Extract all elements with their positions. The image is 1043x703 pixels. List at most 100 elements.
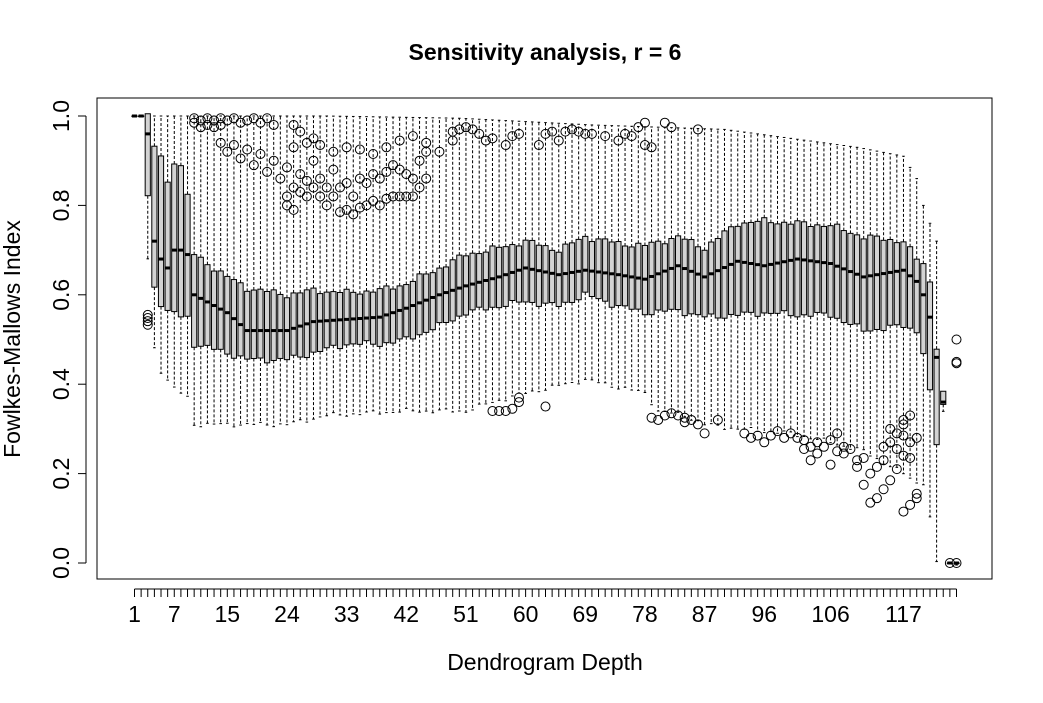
outlier-point — [666, 408, 677, 419]
outlier-point — [142, 313, 153, 324]
outlier-point — [388, 191, 399, 202]
box-46 — [429, 117, 436, 414]
box-body — [363, 290, 370, 342]
outlier-point — [255, 148, 266, 159]
box-body — [787, 223, 794, 317]
box-115 — [887, 153, 894, 468]
box-body — [853, 234, 861, 325]
box-body — [688, 239, 695, 315]
outliers-group — [142, 113, 962, 568]
box-91 — [728, 129, 735, 429]
box-112 — [867, 149, 874, 457]
outlier-point — [858, 452, 869, 463]
outlier-point — [434, 146, 445, 157]
outlier-point — [142, 319, 153, 330]
box-body — [887, 238, 894, 326]
box-42 — [403, 116, 410, 409]
box-body — [734, 225, 741, 316]
outlier-point — [308, 133, 319, 144]
box-88 — [708, 128, 715, 425]
outlier-point — [494, 406, 505, 417]
box-28 — [310, 115, 317, 420]
outlier-point — [613, 135, 624, 146]
outlier-point — [328, 164, 339, 175]
outlier-point — [268, 119, 279, 130]
box-body — [330, 291, 337, 346]
box-30 — [323, 115, 330, 417]
box-body — [741, 222, 748, 313]
box-75 — [621, 125, 629, 388]
outlier-point — [891, 464, 902, 475]
outlier-point — [553, 135, 564, 146]
box-102 — [800, 139, 808, 438]
outlier-point — [513, 392, 524, 403]
outlier-point — [295, 169, 306, 180]
box-51 — [462, 118, 470, 413]
box-body — [476, 253, 483, 308]
box-body — [873, 235, 881, 330]
outlier-point — [547, 126, 558, 137]
outlier-point — [235, 117, 246, 128]
outlier-point — [500, 406, 511, 417]
outlier-point — [507, 403, 518, 414]
outlier-point — [679, 417, 690, 428]
x-tick-label: 106 — [811, 601, 849, 627]
outlier-point — [361, 178, 372, 189]
box-98 — [774, 136, 781, 434]
y-tick-label: 0.8 — [48, 189, 74, 221]
outlier-point — [852, 455, 863, 466]
box-32 — [336, 115, 344, 416]
box-body — [661, 243, 668, 312]
box-84 — [681, 127, 688, 418]
outlier-point — [692, 419, 703, 430]
outlier-point — [202, 113, 213, 124]
box-61 — [529, 121, 536, 392]
outlier-point — [898, 506, 909, 517]
x-tick-label: 69 — [572, 601, 598, 627]
outlier-point — [487, 133, 498, 144]
box-body — [582, 235, 589, 293]
box-24 — [283, 115, 291, 426]
outlier-point — [891, 444, 902, 455]
x-tick-label: 15 — [215, 601, 241, 627]
outlier-point — [905, 410, 916, 421]
outlier-point — [348, 191, 359, 202]
box-body — [197, 256, 204, 347]
box-74 — [615, 125, 622, 390]
box-69 — [582, 124, 589, 380]
box-122 — [933, 240, 940, 563]
box-29 — [317, 115, 324, 418]
outlier-point — [825, 435, 836, 446]
box-70 — [588, 124, 595, 381]
x-tick-label: 96 — [751, 601, 777, 627]
box-body — [880, 239, 887, 332]
outlier-point — [222, 146, 233, 157]
outlier-point — [262, 113, 273, 124]
box-118 — [907, 166, 914, 479]
box-body — [648, 241, 655, 316]
box-body — [575, 238, 582, 301]
outlier-point — [533, 140, 544, 151]
outlier-point — [228, 140, 239, 151]
box-body — [588, 241, 595, 298]
box-body — [595, 238, 602, 300]
box-body — [204, 264, 211, 346]
box-body — [343, 288, 350, 346]
box-108 — [840, 145, 847, 447]
outlier-point — [295, 126, 306, 137]
x-tick-label: 78 — [632, 601, 658, 627]
outlier-point — [825, 459, 836, 470]
x-tick-label: 7 — [168, 601, 181, 627]
outlier-point — [341, 142, 352, 153]
box-123 — [940, 390, 947, 412]
outlier-point — [268, 155, 279, 166]
box-44 — [416, 117, 423, 413]
outlier-point — [699, 428, 710, 439]
box-41 — [396, 116, 403, 413]
outlier-point — [905, 452, 916, 463]
box-body — [210, 270, 218, 350]
box-73 — [608, 125, 615, 388]
box-body — [913, 258, 920, 334]
box-15 — [224, 115, 231, 424]
box-body — [714, 238, 721, 319]
